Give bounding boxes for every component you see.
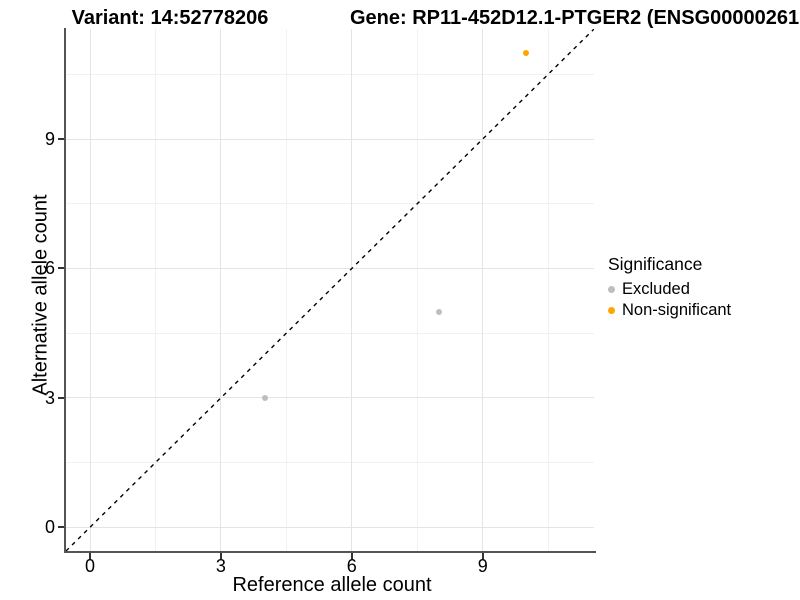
x-minor-gridline [154,29,156,551]
x-tick-label: 0 [84,556,96,576]
legend-item-non-significant: Non-significant [608,300,731,321]
y-minor-gridline [66,332,594,334]
x-tick-mark [350,553,353,559]
x-major-gridline [482,29,484,551]
y-axis-line [64,28,66,553]
y-major-gridline [66,267,594,269]
y-tick-label: 3 [44,387,55,408]
y-tick-mark [58,138,64,140]
data-point-excluded [436,308,443,315]
x-minor-gridline [285,29,287,551]
gene-title: Gene: RP11-452D12.1-PTGER2 (ENSG00000261 [350,7,800,29]
legend-item-excluded: Excluded [608,279,731,300]
y-minor-gridline [66,462,594,464]
x-minor-gridline [547,29,549,551]
data-point-non-significant [523,49,530,56]
y-axis-title: Alternative allele count [29,194,52,396]
y-tick-label: 6 [44,258,55,279]
plot-panel [66,29,594,551]
x-minor-gridline [416,29,418,551]
x-tick-label: 3 [215,556,226,576]
data-point-excluded [261,394,268,401]
y-minor-gridline [66,203,594,205]
identity-line-layer [66,29,594,551]
x-tick-label: 6 [346,556,357,576]
x-tick-mark [219,553,222,559]
x-axis-line [64,551,596,553]
y-major-gridline [66,397,594,399]
legend-items: Excluded Non-significant [608,279,731,321]
legend-item-label: Non-significant [622,301,732,319]
x-major-gridline [89,29,91,551]
y-major-gridline [66,138,594,140]
y-tick-mark [58,526,64,529]
x-axis-title: Reference allele count [232,574,432,596]
y-minor-gridline [66,73,594,75]
legend-key-dot [608,286,615,293]
legend-key-dot [608,307,615,314]
x-major-gridline [220,29,222,551]
x-tick-mark [481,553,484,559]
variant-title: Variant: 14:52778206 [71,7,269,29]
y-major-gridline [66,526,594,528]
y-tick-label: 0 [44,517,55,538]
y-tick-label: 9 [44,129,55,149]
legend-item-label: Excluded [622,280,690,298]
legend-title: Significance [608,254,703,274]
legend: Significance Excluded Non-significant [608,253,731,321]
y-tick-mark [58,267,64,270]
y-tick-mark [58,396,64,399]
identity-line [66,29,594,551]
x-tick-mark [89,553,91,559]
x-tick-label: 9 [477,556,488,576]
x-major-gridline [351,29,353,551]
